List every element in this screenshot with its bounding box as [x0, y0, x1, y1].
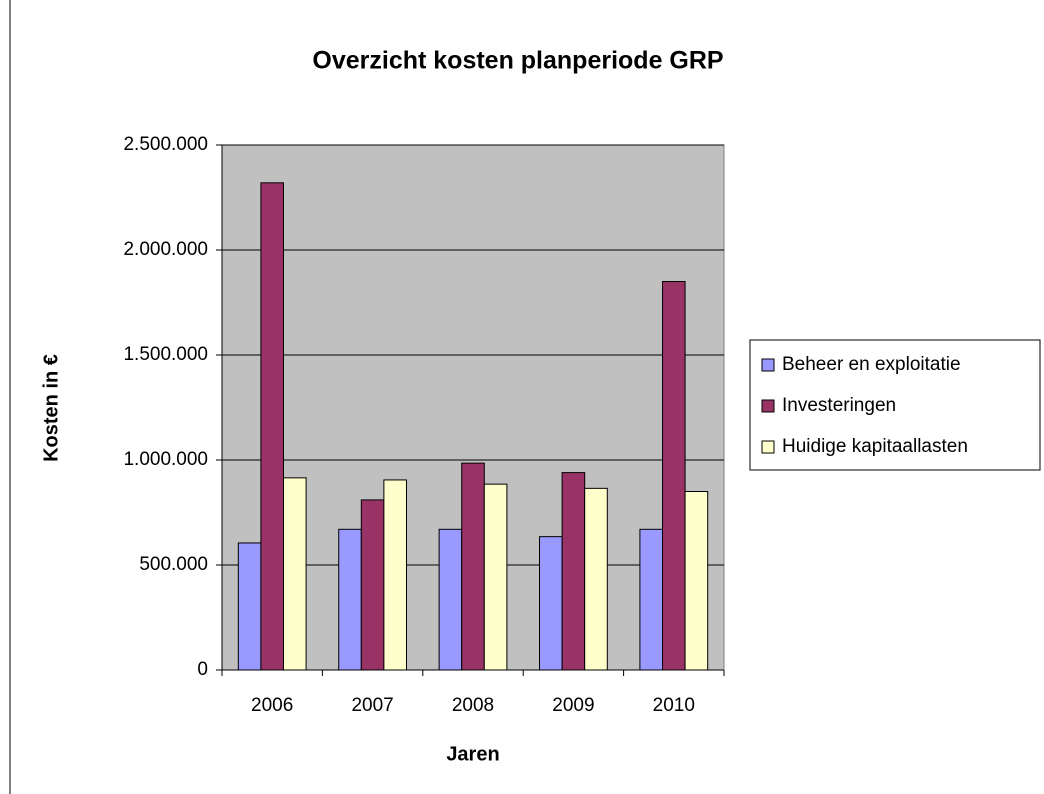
bar — [539, 536, 563, 671]
y-tick-label: 1.500.000 — [123, 344, 208, 365]
legend-box — [749, 339, 1041, 471]
bar — [684, 491, 709, 671]
bar — [461, 462, 485, 671]
bar — [360, 499, 385, 671]
legend-swatch — [761, 358, 775, 372]
y-tick-label: 0 — [197, 659, 208, 680]
x-tick-label: 2009 — [552, 695, 594, 716]
bar — [237, 542, 262, 671]
bar — [282, 477, 307, 671]
bar — [260, 182, 284, 671]
x-tick-label: 2008 — [452, 695, 494, 716]
legend-swatch — [761, 440, 775, 454]
legend-label: Huidige kapitaallasten — [782, 436, 968, 457]
x-tick-label: 2010 — [653, 695, 695, 716]
y-tick-label: 2.000.000 — [123, 239, 208, 260]
x-tick-label: 2007 — [351, 695, 393, 716]
x-axis-label: Jaren — [446, 743, 499, 765]
bar — [438, 528, 463, 671]
bar — [338, 528, 362, 671]
x-tick-label: 2006 — [251, 695, 293, 716]
bar — [383, 479, 407, 671]
legend-swatch — [761, 399, 775, 413]
y-axis-label: Kosten in € — [40, 354, 62, 462]
bar — [662, 281, 686, 671]
bar — [584, 487, 608, 671]
chart-title: Overzicht kosten planperiode GRP — [312, 47, 723, 75]
bar — [561, 472, 586, 671]
legend-label: Beheer en exploitatie — [782, 354, 961, 375]
legend-label: Investeringen — [782, 395, 896, 416]
y-tick-label: 1.000.000 — [123, 449, 208, 470]
bar — [639, 528, 664, 671]
y-tick-label: 2.500.000 — [123, 134, 208, 155]
bar — [483, 483, 508, 671]
y-tick-label: 500.000 — [139, 554, 208, 575]
